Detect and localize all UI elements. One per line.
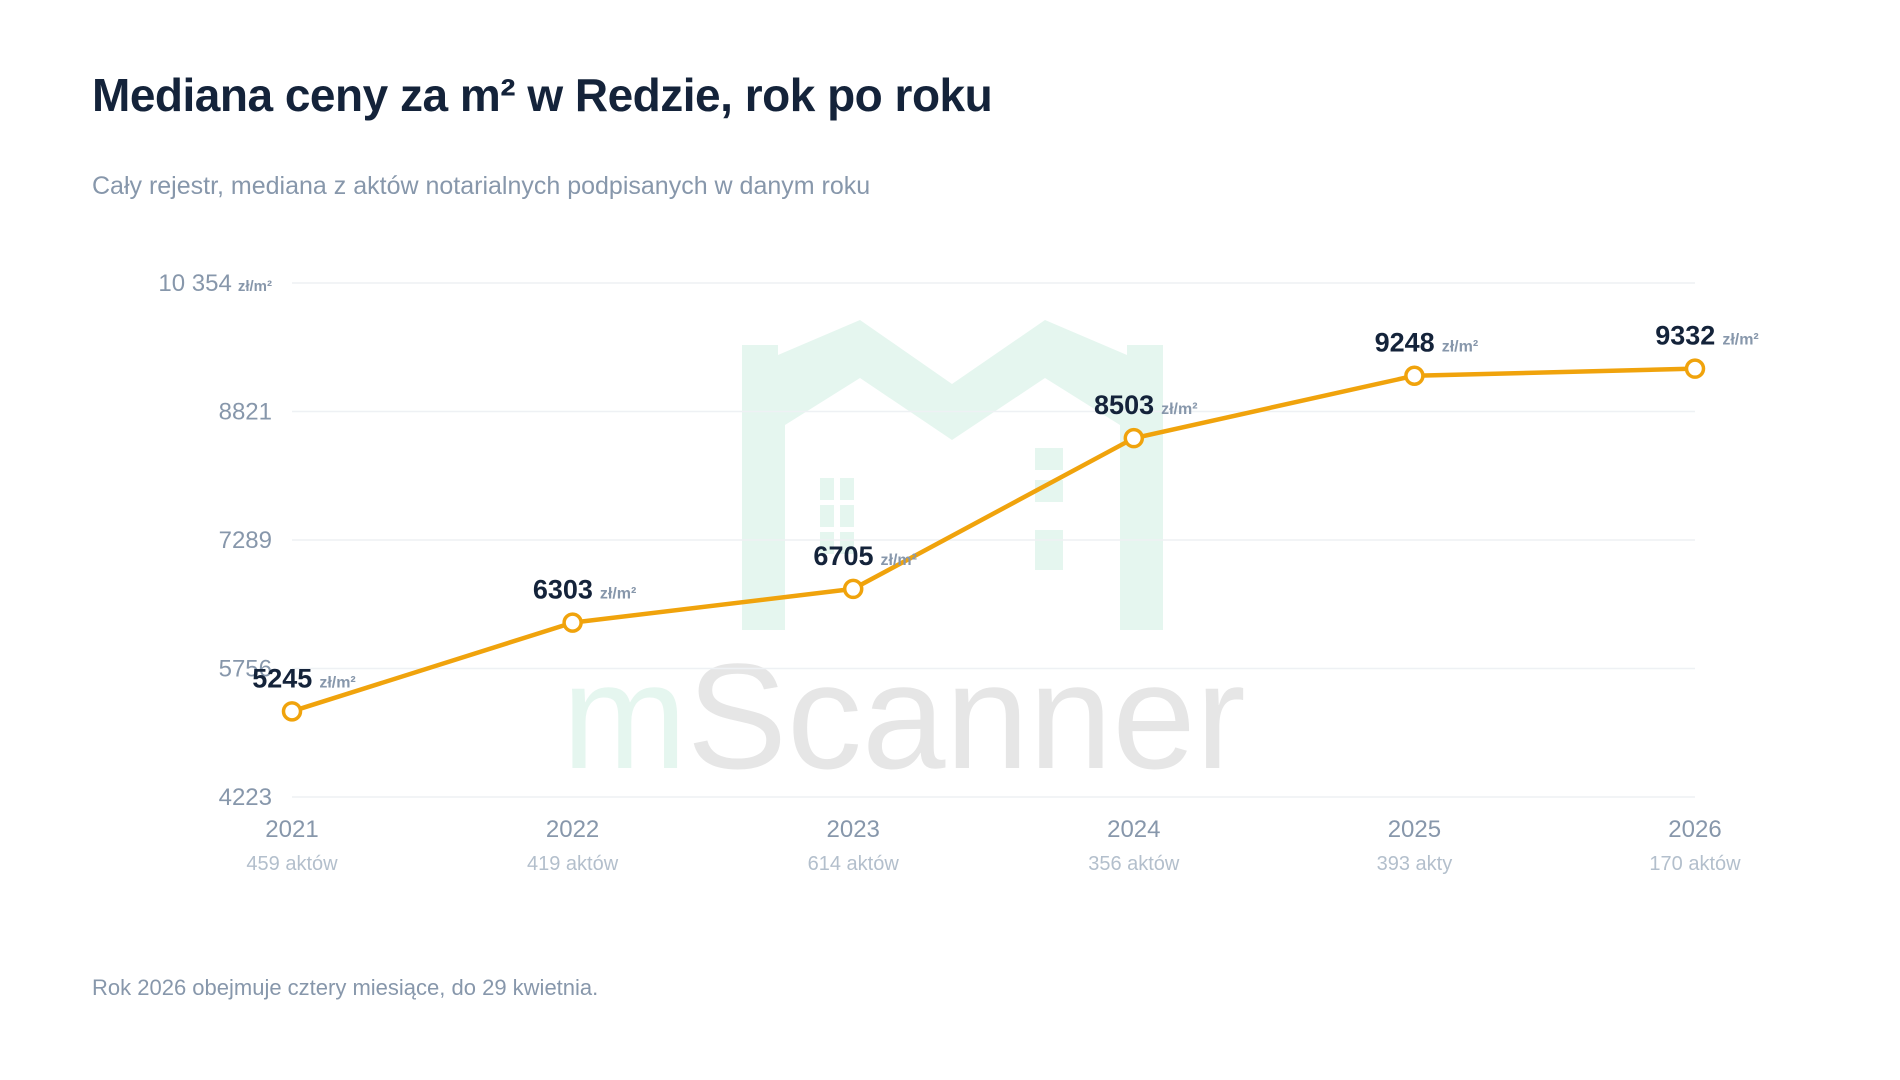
data-label: 8503 zł/m² — [1094, 390, 1198, 420]
y-tick-label: 7289 — [219, 527, 272, 554]
chart-title: Mediana ceny za m² w Redzie, rok po roku — [92, 69, 993, 121]
series-path — [289, 366, 1698, 714]
y-tick-label: 4223 — [219, 784, 272, 811]
x-tick-count: 170 aktów — [1649, 853, 1741, 875]
data-point — [1123, 427, 1145, 449]
x-tick-count: 419 aktów — [527, 853, 619, 875]
data-label: 9248 zł/m² — [1375, 328, 1479, 358]
watermark-text: mScanner — [562, 632, 1246, 800]
x-tick-label: 2024 — [1107, 816, 1160, 843]
x-tick-label: 2023 — [827, 816, 880, 843]
data-point — [1404, 365, 1425, 386]
x-tick-count: 614 aktów — [808, 853, 900, 875]
data-label: 6303 zł/m² — [533, 575, 637, 605]
data-labels: 5245 zł/m² 6303 zł/m² 6705 zł/m² 8503 zł/m² 9248… — [252, 321, 1759, 694]
x-tick-count: 459 aktów — [246, 853, 338, 875]
watermark-text-scanner: Scanner — [687, 632, 1246, 800]
data-point — [281, 701, 303, 722]
x-axis: 2021 459 aktów 2022 419 aktów 2023 614 aktów 2… — [246, 816, 1741, 875]
gridlines — [292, 282, 1695, 798]
x-tick-label: 2021 — [265, 816, 318, 843]
data-point — [842, 578, 864, 600]
x-tick-label: 2026 — [1668, 816, 1721, 843]
y-axis: 4223 5756 7289 8821 10 354 zł/m² — [158, 270, 272, 811]
series-line — [281, 358, 1706, 722]
y-tick-label: 5756 — [219, 655, 272, 682]
data-point — [1684, 358, 1706, 379]
data-label: 6705 zł/m² — [813, 541, 917, 571]
y-tick-label: 10 354 zł/m² — [158, 270, 272, 297]
data-label: 5245 zł/m² — [252, 663, 356, 693]
house-logo-icon — [742, 320, 1163, 630]
chart-subtitle: Cały rejestr, mediana z aktów notarialny… — [92, 172, 871, 200]
footnote: Rok 2026 obejmuje cztery miesiące, do 29… — [92, 975, 599, 1000]
watermark-text-m: m — [562, 632, 687, 800]
data-label: 9332 zł/m² — [1655, 321, 1759, 351]
x-tick-count: 356 aktów — [1088, 853, 1180, 875]
y-tick-label: 8821 — [219, 399, 272, 426]
x-tick-count: 393 akty — [1377, 853, 1453, 875]
data-point — [562, 612, 583, 633]
x-tick-label: 2025 — [1388, 816, 1441, 843]
x-tick-label: 2022 — [546, 816, 599, 843]
